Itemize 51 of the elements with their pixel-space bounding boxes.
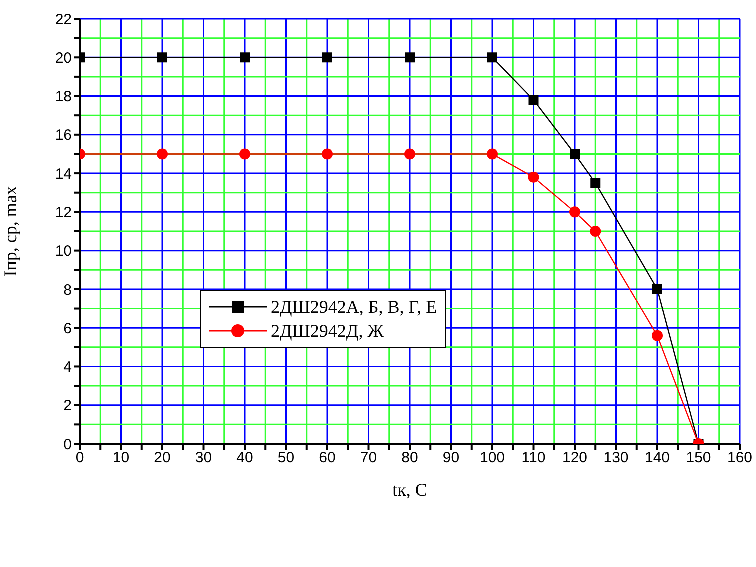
y-tick-label: 4: [64, 359, 72, 376]
x-tick-label: 100: [480, 450, 506, 467]
y-tick-label: 10: [55, 243, 72, 260]
y-tick-label: 22: [55, 11, 72, 28]
point: [652, 330, 663, 342]
y-tick-label: 14: [55, 166, 72, 183]
point: [240, 148, 250, 160]
point: [157, 148, 168, 160]
x-tick-label: 150: [686, 450, 712, 467]
x-tick-label: 110: [522, 450, 546, 467]
x-tick-label: 20: [154, 450, 171, 467]
legend-label: 2ДШ2942А, Б, В, Г, Е: [271, 296, 438, 318]
point: [570, 149, 580, 160]
x-tick-label: 160: [727, 450, 753, 467]
x-tick-label: 30: [195, 450, 212, 467]
point: [488, 52, 498, 63]
point: [528, 172, 540, 183]
point: [240, 52, 250, 63]
point: [528, 95, 539, 106]
x-tick-label: 90: [442, 450, 460, 467]
y-tick-label: 20: [55, 50, 72, 67]
point: [322, 148, 333, 160]
y-tick-label: 16: [55, 127, 72, 144]
y-tick-label: 0: [64, 436, 72, 454]
x-tick-label: 130: [604, 450, 629, 467]
point: [405, 52, 415, 63]
point: [570, 206, 580, 218]
x-tick-label: 0: [76, 450, 84, 467]
point: [322, 52, 332, 63]
y-tick-label: 6: [64, 320, 72, 338]
y-axis-title: Iпр, ср, max: [0, 186, 20, 277]
x-tick-label: 140: [644, 450, 670, 467]
x-tick-label: 120: [562, 450, 588, 467]
point: [590, 178, 601, 188]
point: [158, 52, 168, 63]
x-tick-label: 80: [402, 450, 418, 467]
y-tick-label: 12: [55, 204, 72, 222]
x-tick-label: 40: [236, 450, 254, 467]
y-tick-label: 2: [64, 398, 72, 415]
point: [487, 148, 498, 160]
point: [404, 148, 416, 160]
x-tick-label: 10: [112, 450, 130, 467]
x-axis-title: tк, С: [392, 480, 428, 500]
point: [652, 284, 662, 294]
x-tick-label: 60: [319, 450, 336, 467]
x-tick-label: 70: [360, 450, 378, 467]
point: [590, 226, 602, 237]
legend-label: 2ДШ2942Д, Ж: [271, 320, 384, 342]
x-tick-label: 50: [278, 450, 295, 467]
y-tick-label: 18: [55, 88, 72, 106]
y-tick-label: 8: [64, 282, 72, 299]
